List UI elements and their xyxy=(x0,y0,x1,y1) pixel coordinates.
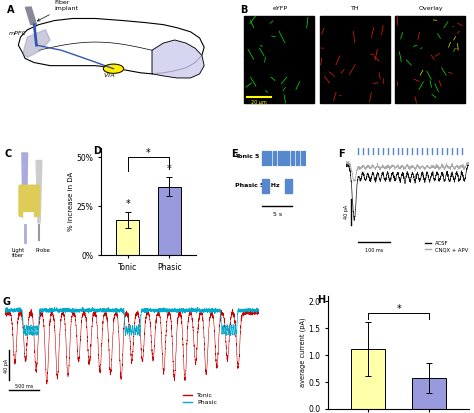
Text: Tonic 5 Hz: Tonic 5 Hz xyxy=(235,154,271,159)
Text: *: * xyxy=(167,164,172,174)
Text: 500 ms: 500 ms xyxy=(15,384,33,389)
Bar xyxy=(275,151,276,165)
Text: G: G xyxy=(2,297,10,307)
Legend: ACSF, CNQX + APV: ACSF, CNQX + APV xyxy=(424,241,469,253)
Text: B: B xyxy=(240,5,248,15)
Bar xyxy=(262,151,264,165)
Bar xyxy=(285,151,287,165)
FancyBboxPatch shape xyxy=(19,185,39,216)
Bar xyxy=(265,151,266,165)
Text: *: * xyxy=(126,199,130,209)
Legend: Tonic, Phasic: Tonic, Phasic xyxy=(182,392,218,406)
Bar xyxy=(26,7,36,25)
Bar xyxy=(395,17,465,102)
Text: H: H xyxy=(317,295,325,305)
Text: Overlay: Overlay xyxy=(419,6,444,11)
Text: VTA: VTA xyxy=(103,73,115,78)
Text: 40 pA: 40 pA xyxy=(3,358,9,373)
Bar xyxy=(285,179,292,193)
Y-axis label: % increase in DA: % increase in DA xyxy=(68,172,73,231)
Bar xyxy=(298,151,300,165)
Text: D: D xyxy=(93,147,101,157)
Bar xyxy=(270,151,271,165)
Bar xyxy=(288,151,289,165)
Text: eYFP: eYFP xyxy=(273,6,288,11)
Text: F: F xyxy=(338,149,345,159)
Text: C: C xyxy=(5,149,12,159)
Bar xyxy=(23,212,33,225)
Text: mPFC: mPFC xyxy=(9,31,27,36)
Bar xyxy=(303,151,305,165)
Text: Phasic 50 Hz: Phasic 50 Hz xyxy=(235,183,280,188)
Y-axis label: average current (pA): average current (pA) xyxy=(299,318,306,387)
Polygon shape xyxy=(22,153,27,218)
Bar xyxy=(293,151,294,165)
Bar xyxy=(412,378,446,409)
Bar xyxy=(280,151,282,165)
Text: 40 pA: 40 pA xyxy=(344,205,349,219)
Polygon shape xyxy=(152,40,204,78)
Bar xyxy=(278,151,279,165)
Text: Fiber
implant: Fiber implant xyxy=(37,0,79,21)
Polygon shape xyxy=(18,19,204,74)
Bar xyxy=(20,188,38,214)
Text: *: * xyxy=(146,148,151,158)
Bar xyxy=(273,151,274,165)
Bar xyxy=(351,349,385,409)
Text: TH: TH xyxy=(351,6,360,11)
Polygon shape xyxy=(36,161,42,223)
Text: 100 ms: 100 ms xyxy=(365,248,383,253)
Text: *: * xyxy=(396,304,401,314)
Text: E: E xyxy=(232,149,238,159)
Polygon shape xyxy=(23,30,50,57)
Text: Probe: Probe xyxy=(36,248,50,253)
Bar xyxy=(296,151,297,165)
Text: 5 s: 5 s xyxy=(273,212,282,217)
Circle shape xyxy=(103,64,124,74)
Text: Light
fiber: Light fiber xyxy=(11,248,25,259)
Bar xyxy=(319,17,390,102)
Bar xyxy=(267,151,269,165)
Text: 20 μm: 20 μm xyxy=(251,100,267,105)
Bar xyxy=(117,220,139,255)
Bar xyxy=(158,187,181,255)
Bar xyxy=(301,151,302,165)
Bar xyxy=(291,151,292,165)
Bar xyxy=(244,17,314,102)
Bar xyxy=(283,151,284,165)
Text: A: A xyxy=(7,5,15,15)
Bar xyxy=(262,179,269,193)
